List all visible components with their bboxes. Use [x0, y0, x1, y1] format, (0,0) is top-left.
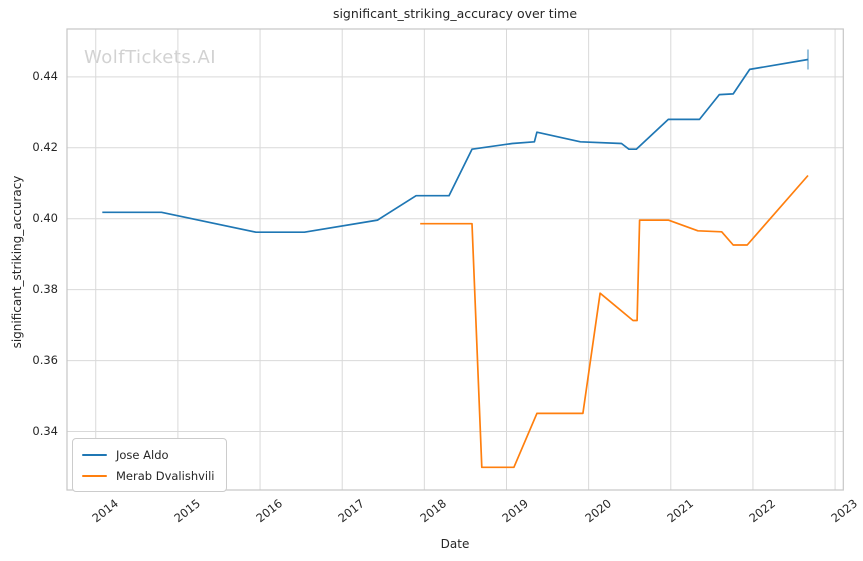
y-axis-label: significant_striking_accuracy — [10, 175, 24, 349]
y-tick-label: 0.40 — [32, 211, 58, 226]
watermark: WolfTickets.AI — [84, 47, 217, 68]
y-tick-label: 0.36 — [32, 353, 58, 368]
legend-item-merab-dvalishvili: Merab Dvalishvili — [82, 465, 215, 486]
x-axis-label: Date — [440, 537, 470, 551]
legend-line-swatch-orange — [82, 474, 107, 477]
legend-line-swatch-blue — [82, 453, 107, 456]
legend-label: Jose Aldo — [116, 447, 169, 462]
y-tick-label: 0.44 — [32, 69, 58, 84]
legend-item-jose-aldo: Jose Aldo — [82, 444, 215, 465]
y-tick-label: 0.38 — [32, 282, 58, 297]
chart-title: significant_striking_accuracy over time — [332, 6, 578, 21]
legend-label: Merab Dvalishvili — [116, 468, 215, 483]
series-line-merab-dvalishvili — [420, 174, 809, 469]
legend: Jose Aldo Merab Dvalishvili — [72, 438, 227, 492]
y-tick-label: 0.34 — [32, 423, 58, 438]
series-line-jose-aldo — [102, 58, 809, 234]
axes-frame — [66, 28, 844, 491]
y-tick-label: 0.42 — [32, 140, 58, 155]
